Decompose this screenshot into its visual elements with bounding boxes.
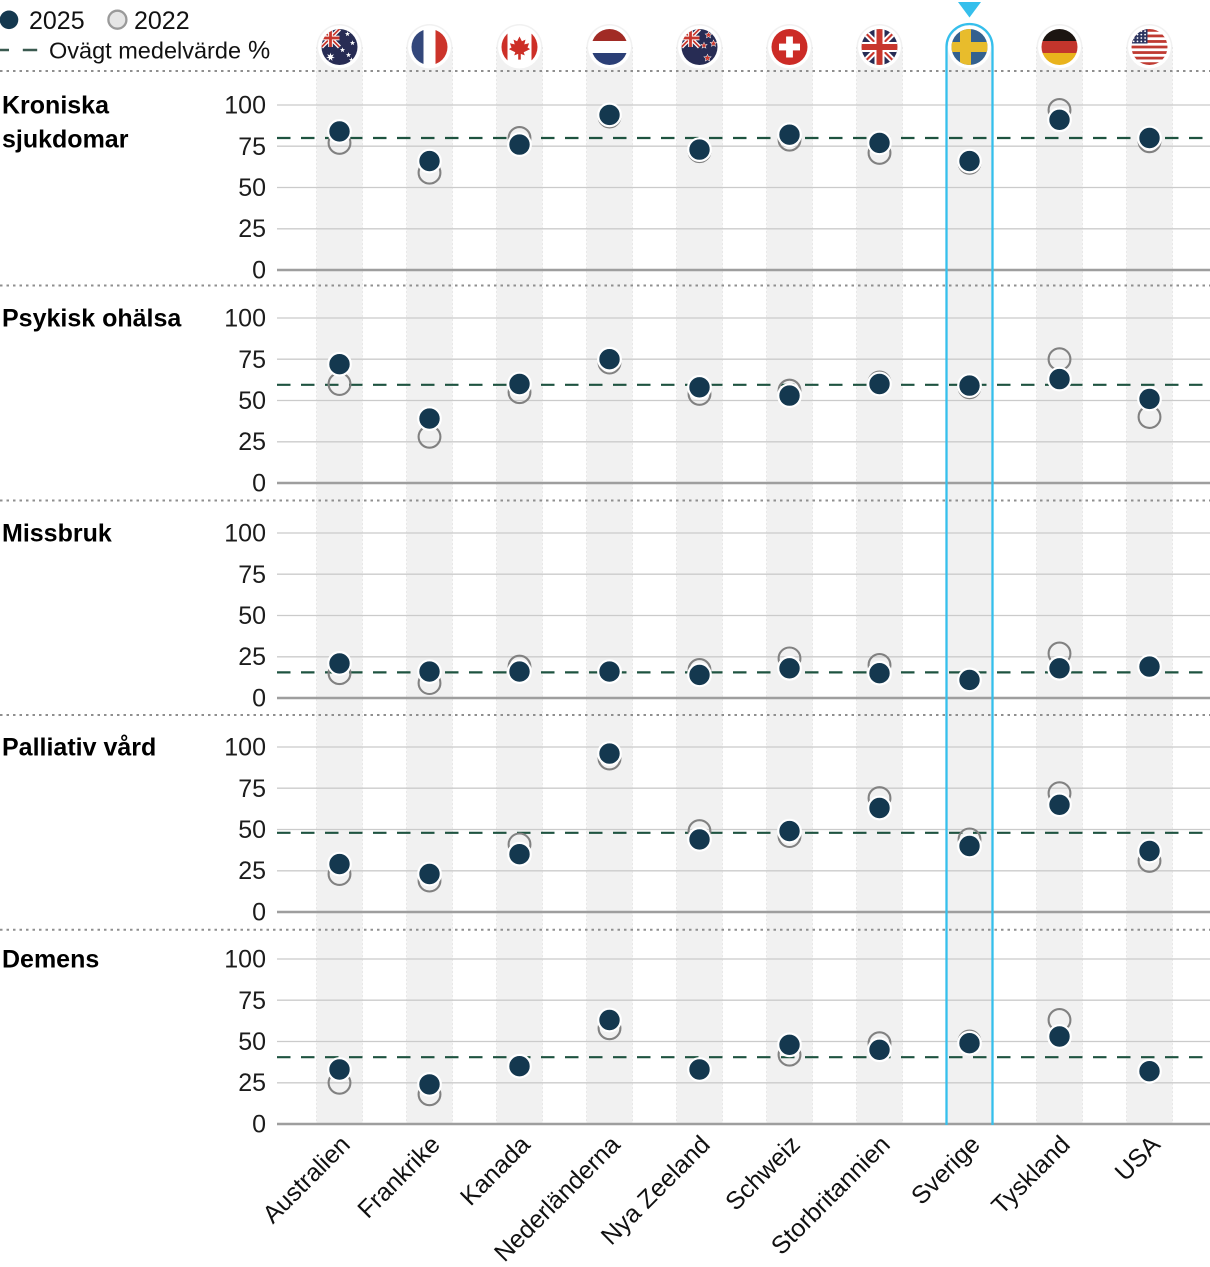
- svg-text:Palliativ vård: Palliativ vård: [2, 734, 156, 762]
- svg-text:2022: 2022: [134, 7, 190, 35]
- svg-text:Ovägt medelvärde: Ovägt medelvärde: [49, 38, 241, 64]
- svg-text:0: 0: [252, 1111, 266, 1139]
- svg-text:25: 25: [238, 215, 266, 243]
- svg-text:50: 50: [238, 174, 266, 202]
- svg-text:75: 75: [238, 987, 266, 1015]
- svg-text:75: 75: [238, 346, 266, 374]
- svg-text:50: 50: [238, 602, 266, 630]
- svg-text:100: 100: [224, 305, 266, 333]
- svg-text:%: %: [248, 37, 270, 65]
- svg-text:75: 75: [238, 133, 266, 161]
- svg-text:25: 25: [238, 428, 266, 456]
- svg-text:Kroniska: Kroniska: [2, 92, 110, 120]
- svg-text:2025: 2025: [29, 7, 85, 35]
- svg-text:Psykisk ohälsa: Psykisk ohälsa: [2, 305, 182, 333]
- svg-text:25: 25: [238, 857, 266, 885]
- svg-text:100: 100: [224, 734, 266, 762]
- svg-text:25: 25: [238, 643, 266, 671]
- svg-text:0: 0: [252, 899, 266, 927]
- svg-text:Demens: Demens: [2, 946, 99, 974]
- svg-text:75: 75: [238, 775, 266, 803]
- svg-text:75: 75: [238, 561, 266, 589]
- svg-text:100: 100: [224, 92, 266, 120]
- svg-text:25: 25: [238, 1069, 266, 1097]
- svg-text:0: 0: [252, 470, 266, 498]
- svg-text:50: 50: [238, 387, 266, 415]
- svg-text:50: 50: [238, 816, 266, 844]
- svg-text:0: 0: [252, 685, 266, 713]
- svg-text:100: 100: [224, 520, 266, 548]
- svg-text:50: 50: [238, 1028, 266, 1056]
- svg-text:100: 100: [224, 946, 266, 974]
- svg-text:sjukdomar: sjukdomar: [2, 126, 129, 154]
- svg-text:0: 0: [252, 257, 266, 285]
- svg-text:Missbruk: Missbruk: [2, 520, 112, 548]
